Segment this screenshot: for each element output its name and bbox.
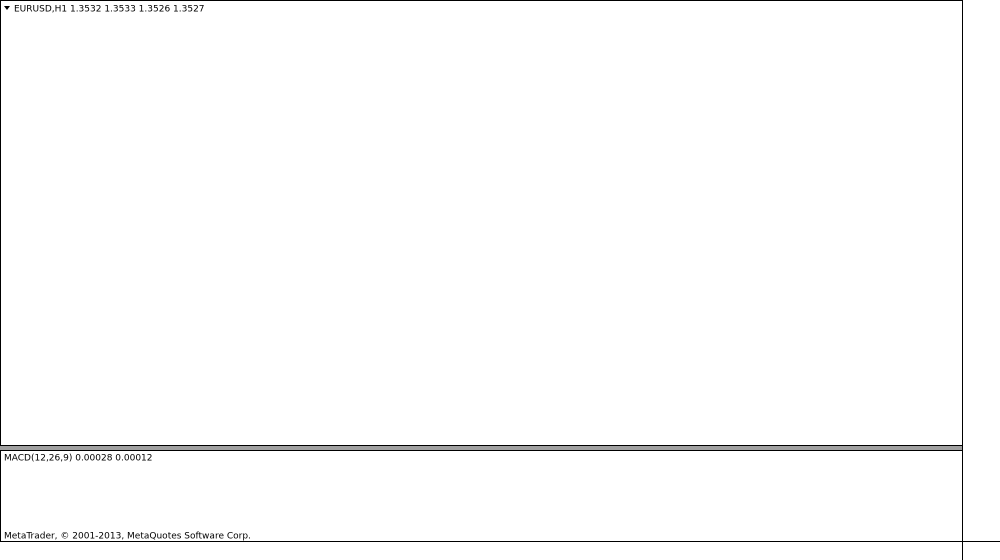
footer: MetaTrader, © 2001-2013, MetaQuotes Soft… [4, 532, 251, 542]
macd-panel [0, 450, 963, 542]
menu-triangle[interactable] [4, 6, 10, 10]
panel-separator [0, 446, 963, 450]
chart-title: EURUSD,H1 1.3532 1.3533 1.3526 1.3527 [14, 5, 205, 15]
macd-title: MACD(12,26,9) 0.00028 0.00012 [4, 454, 153, 464]
main-panel [0, 0, 963, 446]
